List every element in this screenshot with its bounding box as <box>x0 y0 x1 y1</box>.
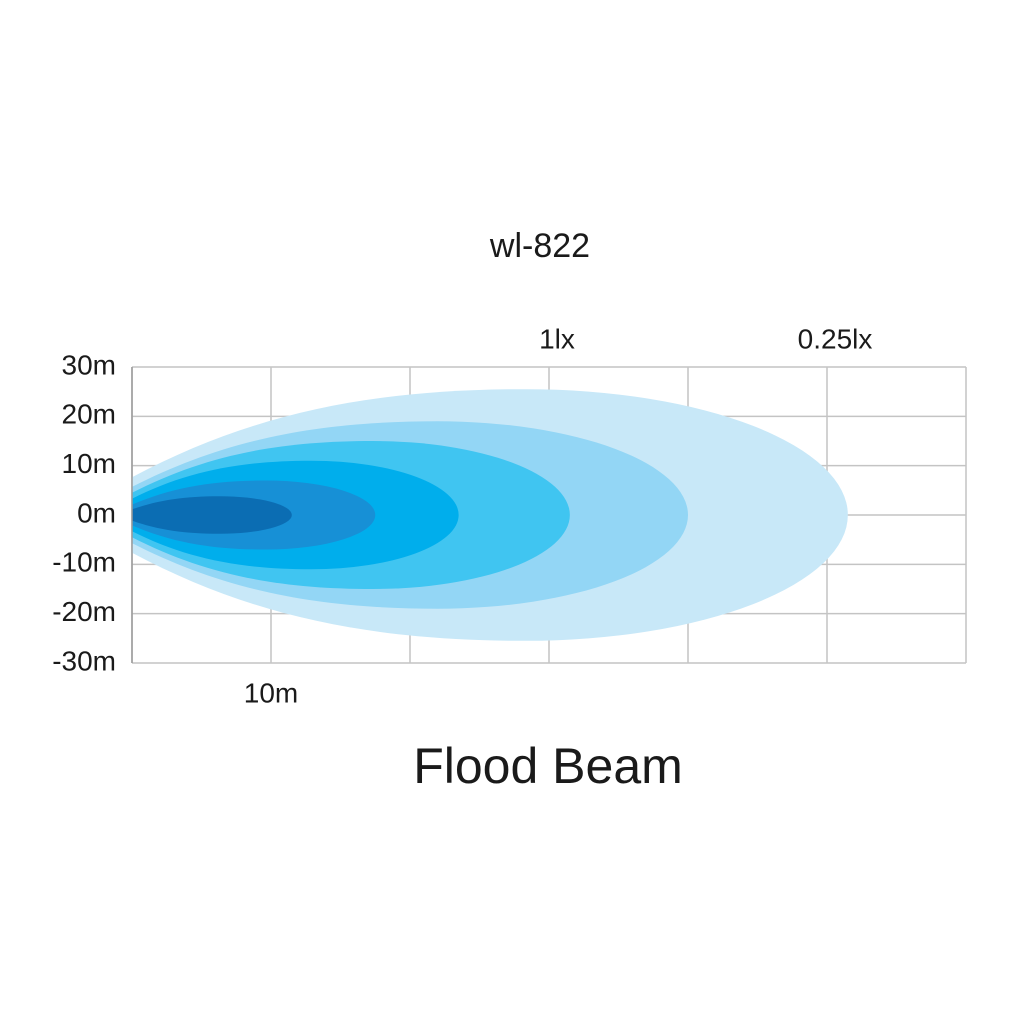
y-tick-label: -20m <box>52 596 116 627</box>
chart-title: wl-822 <box>489 227 590 265</box>
beam-contour <box>132 496 292 534</box>
y-tick-label: 0m <box>77 497 116 528</box>
x-tick-label: 10m <box>244 677 298 708</box>
x-axis-label: Flood Beam <box>413 738 683 794</box>
y-tick-label: -10m <box>52 547 116 578</box>
y-tick-label: -30m <box>52 645 116 676</box>
y-tick-label: 10m <box>62 448 116 479</box>
y-tick-label: 30m <box>62 349 116 380</box>
y-tick-label: 20m <box>62 399 116 430</box>
annotation: 1lx <box>539 323 575 354</box>
annotation: 0.25lx <box>798 323 873 354</box>
